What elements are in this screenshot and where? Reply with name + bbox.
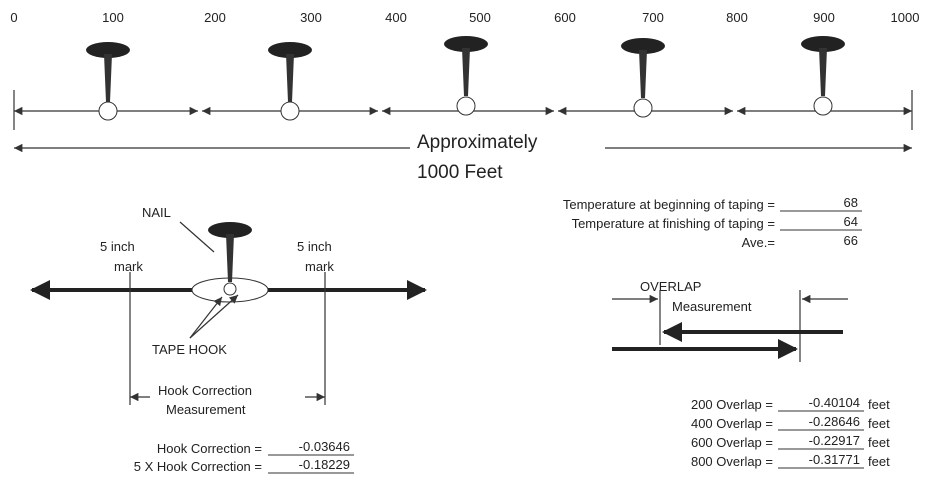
hook-label: Hook Correction = [157, 441, 262, 456]
scale-tick: 300 [300, 10, 322, 25]
overlap-value: -0.40104 [809, 395, 860, 410]
overlap-title: Measurement [672, 299, 752, 314]
overlap-unit: feet [868, 435, 890, 450]
overlap-title: OVERLAP [640, 279, 701, 294]
scale-tick: 700 [642, 10, 664, 25]
scale-tick: 0 [10, 10, 17, 25]
hook-detail: NAIL 5 inch mark 5 inch mark TAPE HOOK H… [30, 205, 427, 417]
tape-hook-label: TAPE HOOK [152, 342, 227, 357]
overlap-label: 400 Overlap = [691, 416, 773, 431]
overlap-unit: feet [868, 454, 890, 469]
overlap-value: -0.22917 [809, 433, 860, 448]
temp-label: Temperature at beginning of taping = [563, 197, 775, 212]
overlap-detail: OVERLAP Measurement [612, 279, 848, 362]
measurement-label: Measurement [166, 402, 246, 417]
mark-label: mark [305, 259, 334, 274]
hook-label: 5 X Hook Correction = [134, 459, 262, 474]
scale-tick: 800 [726, 10, 748, 25]
overlap-label: 200 Overlap = [691, 397, 773, 412]
scale-tick: 500 [469, 10, 491, 25]
mark-label: 5 inch [100, 239, 135, 254]
scale-tick: 1000 [891, 10, 920, 25]
hook-value: -0.03646 [299, 439, 350, 454]
overlap-unit: feet [868, 397, 890, 412]
nail-label: NAIL [142, 205, 171, 220]
scale-labels: 0 100 200 300 400 500 600 700 800 900 10… [10, 10, 919, 25]
temp-value: 68 [844, 195, 858, 210]
span-label: Approximately [417, 132, 538, 153]
scale-tick: 400 [385, 10, 407, 25]
mark-label: 5 inch [297, 239, 332, 254]
temp-label: Temperature at finishing of taping = [572, 216, 775, 231]
span-label: 1000 Feet [417, 162, 503, 183]
overlap-value: -0.31771 [809, 452, 860, 467]
scale-tick: 900 [813, 10, 835, 25]
scale-tick: 100 [102, 10, 124, 25]
temp-value: 64 [844, 214, 858, 229]
temp-label: Ave.= [742, 235, 775, 250]
overlap-value: -0.28646 [809, 414, 860, 429]
scale-tick: 600 [554, 10, 576, 25]
hook-table: Hook Correction = -0.03646 5 X Hook Corr… [134, 439, 354, 474]
scale-tick: 200 [204, 10, 226, 25]
overlap-label: 600 Overlap = [691, 435, 773, 450]
overlap-table: 200 Overlap = -0.40104 feet 400 Overlap … [691, 395, 890, 469]
hook-value: -0.18229 [299, 457, 350, 472]
overlap-unit: feet [868, 416, 890, 431]
nails-row: Approximately 1000 Feet [13, 36, 913, 183]
overlap-label: 800 Overlap = [691, 454, 773, 469]
measurement-label: Hook Correction [158, 383, 252, 398]
temp-value: 66 [844, 233, 858, 248]
mark-label: mark [114, 259, 143, 274]
temperature-table: Temperature at beginning of taping = 68 … [563, 195, 862, 250]
